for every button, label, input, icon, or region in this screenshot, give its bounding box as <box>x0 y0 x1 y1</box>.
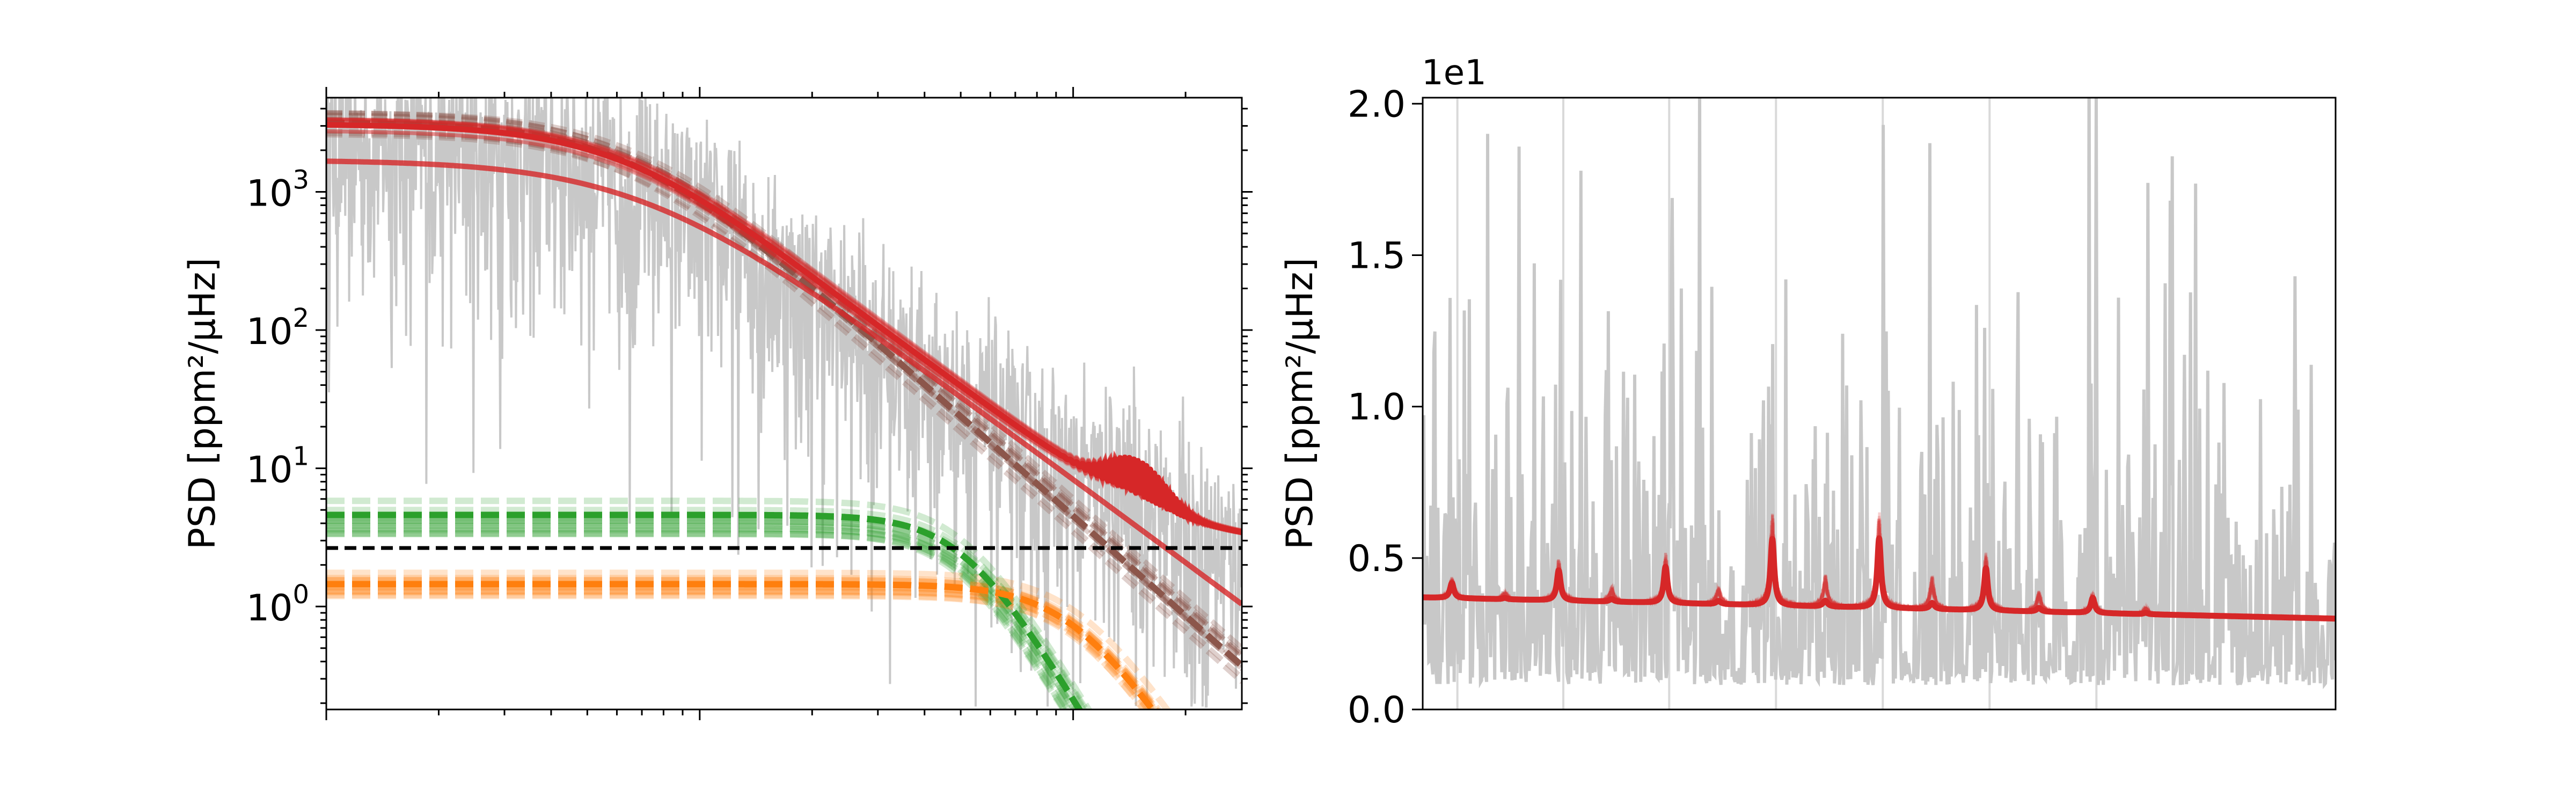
right-y-ticks: 0.0 0.5 1.0 1.5 2.0 <box>1348 83 1423 731</box>
total-model-sample <box>326 118 1242 532</box>
y-offset-label: 1e1 <box>1422 53 1487 93</box>
left-y-tick-label: 100 <box>246 580 309 630</box>
right-y-tick-label: 1.5 <box>1348 235 1406 277</box>
right-y-axis-label: PSD [ppm²/μHz] <box>1279 258 1321 550</box>
granulation-low-line <box>326 119 1242 668</box>
total-model-sample <box>326 117 1242 532</box>
right-y-tick-label: 2.0 <box>1348 83 1406 126</box>
left-y-tick-label: 103 <box>246 165 309 215</box>
right-data-line <box>1423 98 2336 690</box>
left-axes-frame <box>325 97 1243 711</box>
low-frequency-line <box>326 158 1242 606</box>
left-y-ticks: 100 101 102 103 <box>246 107 1253 704</box>
left-model-components <box>326 110 1242 709</box>
granulation-faint-sample <box>326 577 1160 709</box>
right-axes-frame <box>1422 97 2337 711</box>
left-x-ticks <box>325 87 1187 720</box>
right-plot-area <box>1423 98 2336 709</box>
granulation-faint-line <box>326 581 1157 709</box>
granulation-faint-sample <box>326 575 1162 709</box>
left-y-tick-label: 102 <box>246 303 309 353</box>
right-panel: 0.0 0.5 1.0 1.5 2.0 1e1 PSD [ppm²/μHz] <box>1279 53 2337 731</box>
left-y-tick-label: 101 <box>246 442 309 492</box>
right-y-tick-label: 1.0 <box>1348 386 1406 429</box>
granulation-low-sample <box>326 128 1242 684</box>
left-panel: 100 101 102 103 PSD [ppm²/μHz] <box>181 87 1253 720</box>
right-data-spectrum <box>1423 98 2336 690</box>
right-y-tick-label: 0.0 <box>1348 689 1406 731</box>
left-plot-area <box>326 98 1242 709</box>
right-y-tick-label: 0.5 <box>1348 538 1406 580</box>
granulation-faint-sample <box>326 592 1152 709</box>
granulation-faint-sample <box>326 588 1159 709</box>
granulation-faint-sample <box>326 583 1147 709</box>
right-model-line <box>1423 535 2336 622</box>
granulation-faint-sample <box>326 569 1172 709</box>
granulation-faint-sample <box>326 591 1148 709</box>
left-y-axis-label: PSD [ppm²/μHz] <box>181 258 224 550</box>
left-total-model-line <box>326 122 1242 535</box>
granulation-faint-sample <box>326 589 1155 709</box>
granulation-faint-sample <box>326 588 1153 709</box>
